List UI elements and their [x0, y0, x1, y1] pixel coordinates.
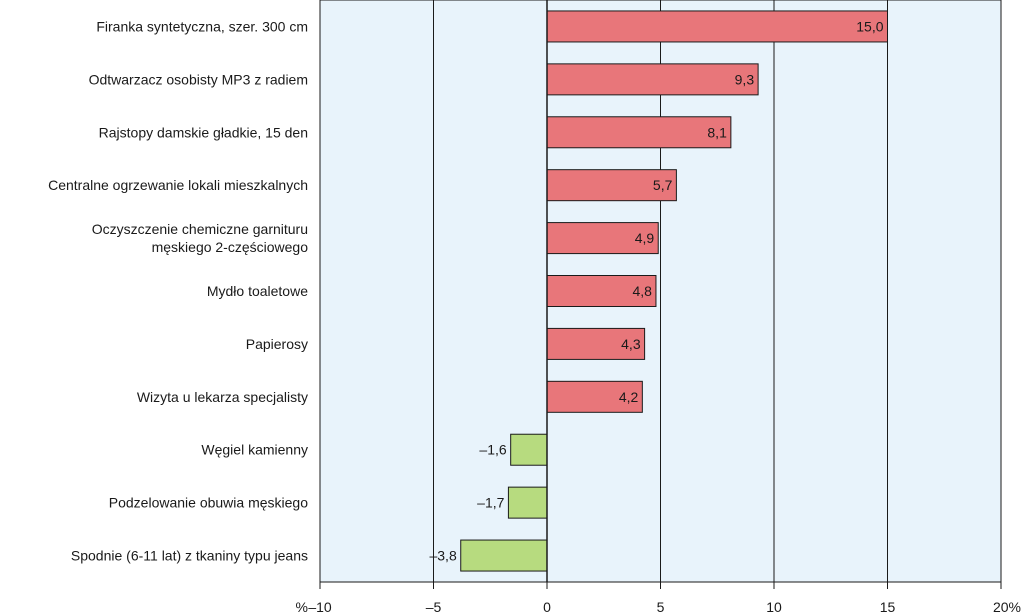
value-labels: 15,0 9,3 8,1 5,7 4,9 4,8 4,3 4,2 –1,6 –1,7 –3,8 [429, 18, 883, 563]
x-tick-label-0: –10 [308, 599, 332, 615]
value-label-7: 4,2 [619, 389, 639, 405]
value-label-9: –1,7 [477, 495, 504, 511]
category-label-6: Papierosy [246, 336, 308, 352]
category-label-2: Rajstopy damskie gładkie, 15 den [99, 124, 308, 140]
bar-1 [546, 63, 759, 96]
category-label-8: Węgiel kamienny [201, 442, 308, 458]
gridlines [319, 0, 1002, 582]
category-label-9: Podzelowanie obuwia męskiego [109, 495, 308, 511]
category-label-line: Spodnie (6-11 lat) z tkaniny typu jeans [71, 548, 308, 564]
x-tick-label-4: 10 [766, 599, 782, 615]
category-label-line: męskiego 2-częściowego [152, 239, 309, 255]
bar-7 [546, 380, 643, 413]
value-label-5: 4,8 [632, 283, 652, 299]
category-label-3: Centralne ogrzewanie lokali mieszkalnych [48, 177, 308, 193]
bar-10 [460, 539, 548, 572]
bar-0 [546, 10, 888, 43]
category-label-line: Firanka syntetyczna, szer. 300 cm [96, 18, 308, 34]
category-label-line: Mydło toaletowe [207, 283, 308, 299]
x-tick-label-2: 0 [543, 599, 551, 615]
category-label-line: Centralne ogrzewanie lokali mieszkalnych [48, 177, 308, 193]
value-label-3: 5,7 [653, 177, 673, 193]
category-label-1: Odtwarzacz osobisty MP3 z radiem [89, 71, 308, 87]
value-label-1: 9,3 [735, 71, 755, 87]
x-axis-ticks: –10 –5 0 5 10 15 20%% [296, 582, 1021, 615]
x-tick-label-5: 15 [880, 599, 896, 615]
x-tick-label-1: –5 [426, 599, 442, 615]
value-label-2: 8,1 [707, 124, 727, 140]
bars [460, 10, 888, 572]
value-label-4: 4,9 [635, 230, 655, 246]
category-label-4: Oczyszczenie chemiczne garnituru męskiego… [92, 221, 309, 255]
category-label-line: Podzelowanie obuwia męskiego [109, 495, 308, 511]
category-label-line: Odtwarzacz osobisty MP3 z radiem [89, 71, 308, 87]
category-label-line: Papierosy [246, 336, 308, 352]
bar-2 [546, 116, 732, 149]
category-label-7: Wizyta u lekarza specjalisty [137, 389, 308, 405]
value-label-0: 15,0 [856, 18, 883, 34]
category-label-10: Spodnie (6-11 lat) z tkaniny typu jeans [71, 548, 308, 564]
bar-9 [507, 486, 548, 519]
x-tick-label-3: 5 [657, 599, 665, 615]
bar-6 [546, 327, 646, 360]
x-unit-label: % [296, 599, 308, 615]
category-label-line: Węgiel kamienny [201, 442, 308, 458]
category-labels: Firanka syntetyczna, szer. 300 cm Odtwarz… [48, 18, 308, 563]
value-label-8: –1,6 [479, 442, 506, 458]
value-label-6: 4,3 [621, 336, 641, 352]
category-label-0: Firanka syntetyczna, szer. 300 cm [96, 18, 308, 34]
value-label-10: –3,8 [429, 548, 456, 564]
category-label-line: Oczyszczenie chemiczne garnituru [92, 221, 308, 237]
category-label-5: Mydło toaletowe [207, 283, 308, 299]
bar-8 [510, 433, 548, 466]
category-label-line: Rajstopy damskie gładkie, 15 den [99, 124, 308, 140]
x-tick-label-6: 20% [993, 599, 1021, 615]
category-label-line: Wizyta u lekarza specjalisty [137, 389, 308, 405]
